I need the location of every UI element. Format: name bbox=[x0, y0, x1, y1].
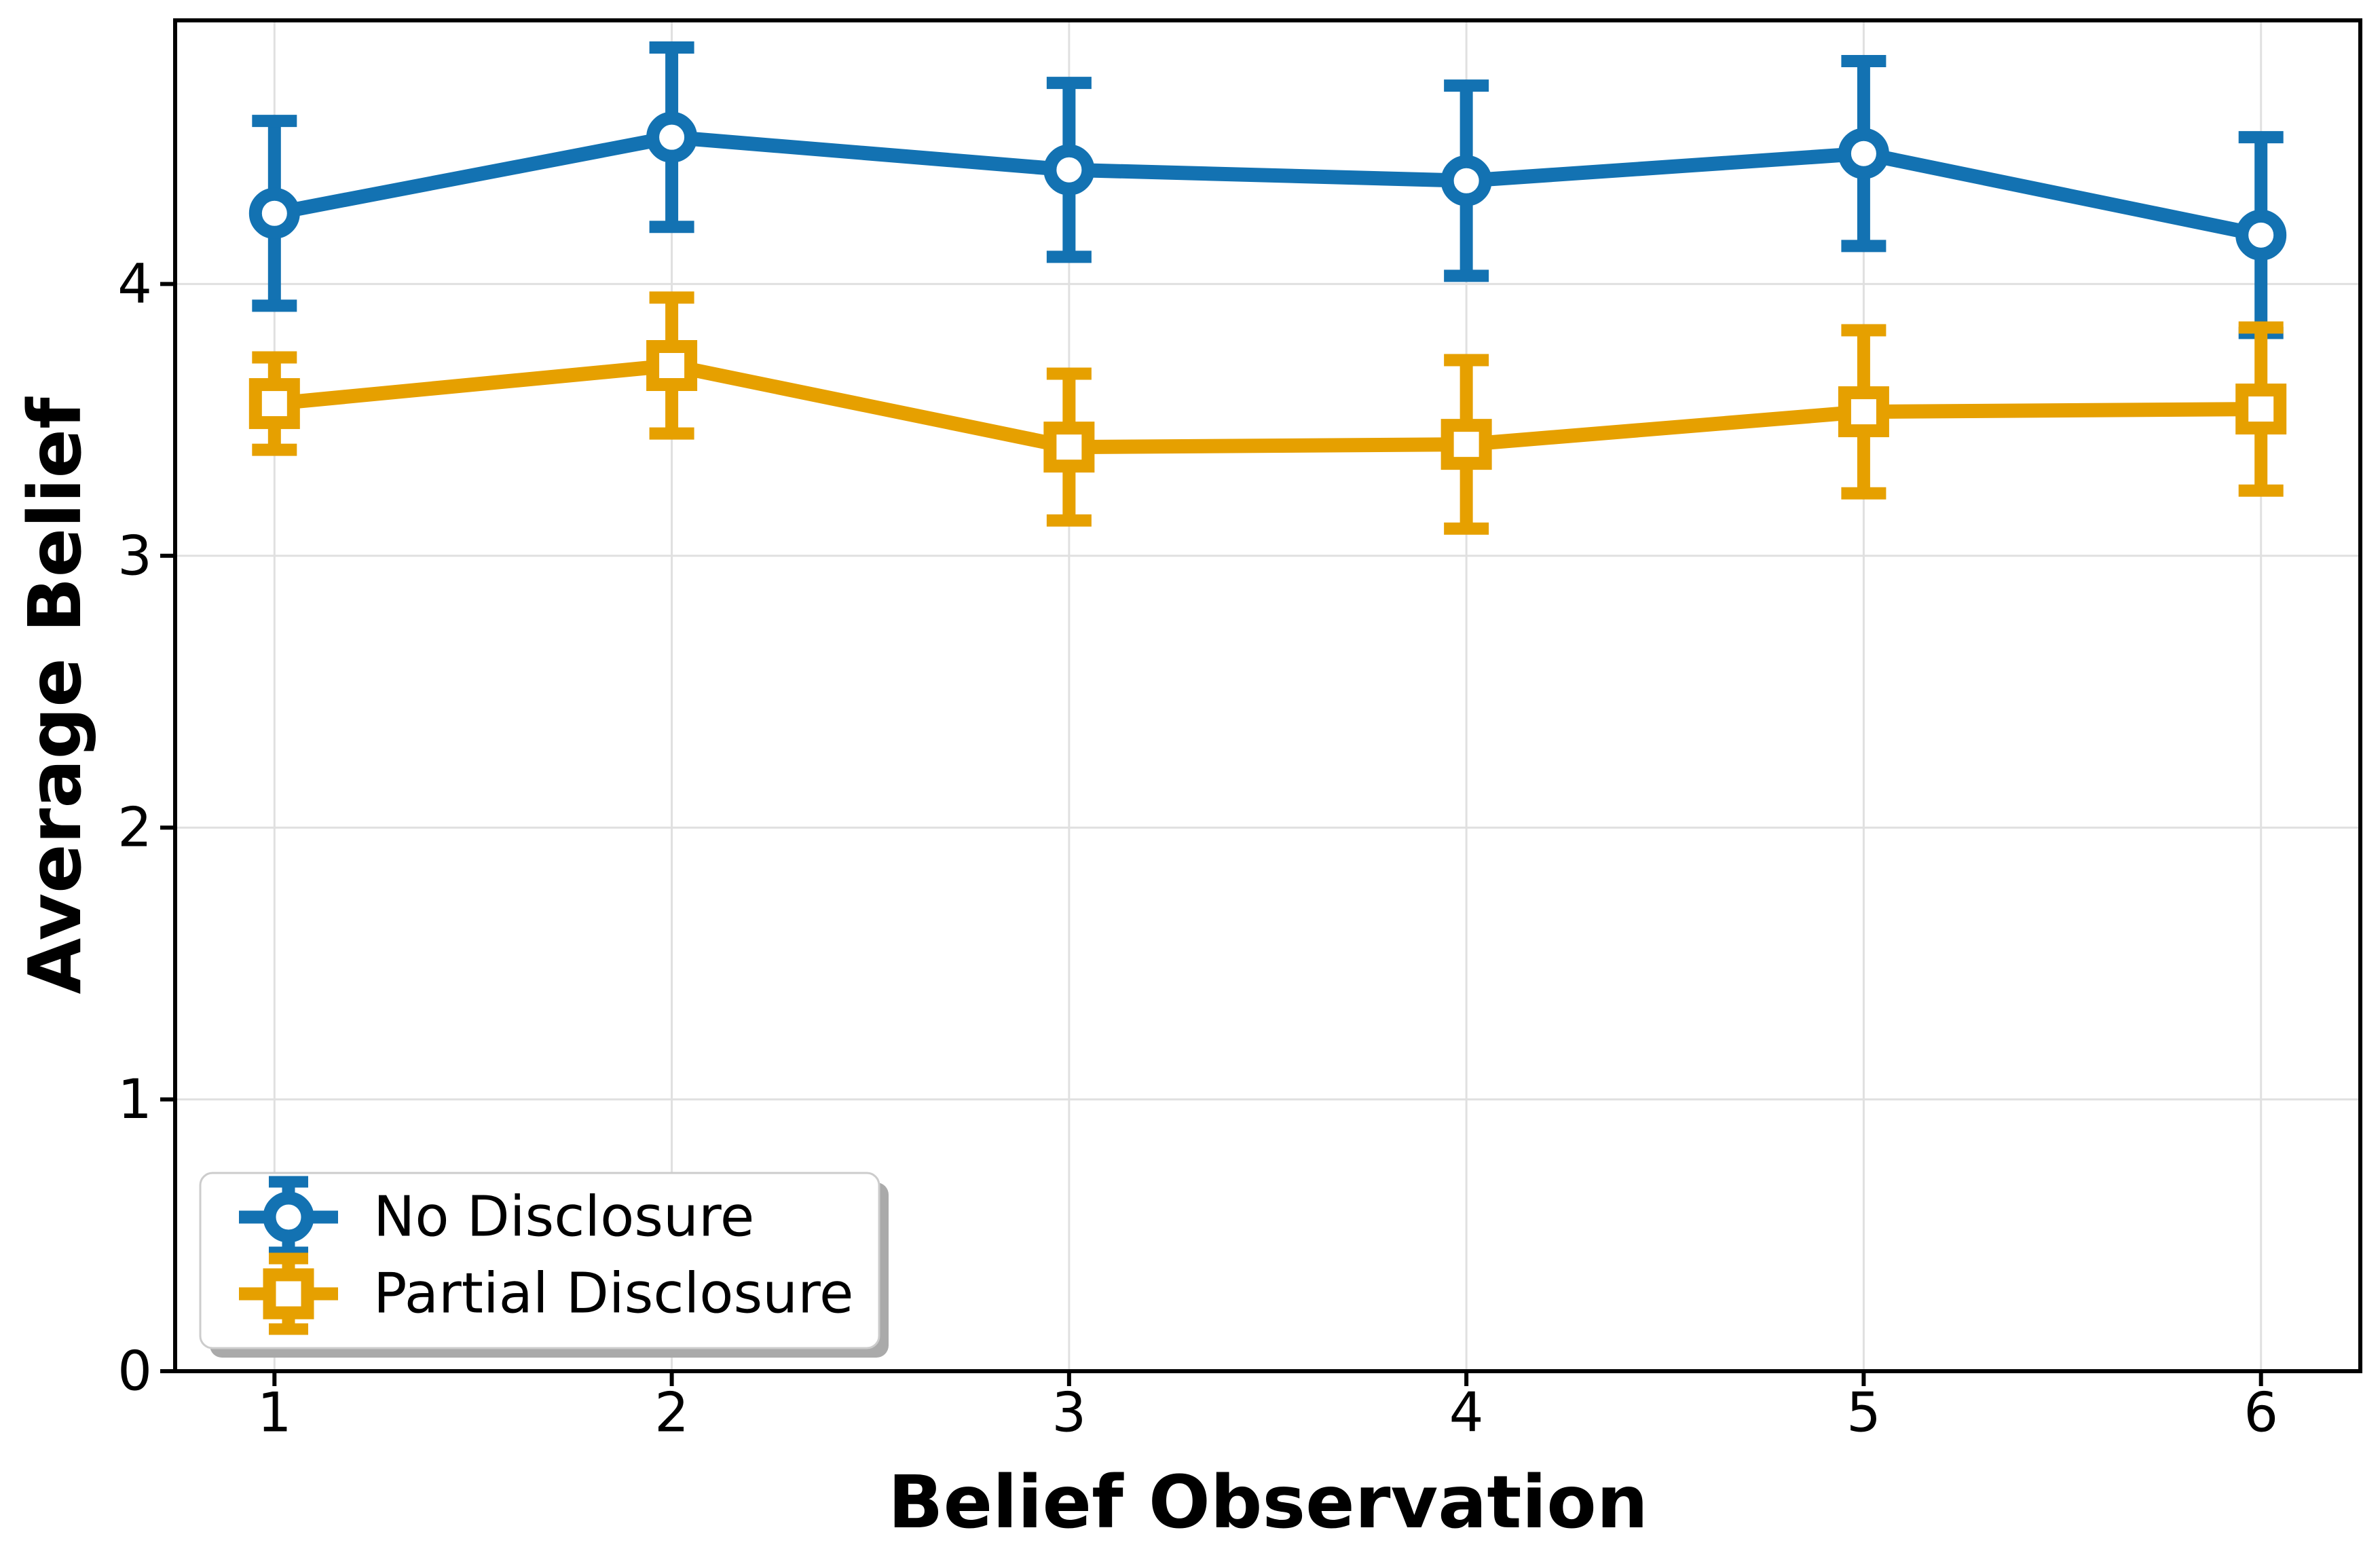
data-point-square bbox=[1838, 386, 1889, 438]
axes-layer bbox=[160, 18, 2362, 1386]
legend-label-no-disclosure: No Disclosure bbox=[373, 1185, 754, 1250]
series-partial-disclosure bbox=[248, 291, 2287, 535]
series-line bbox=[273, 130, 2263, 242]
data-point-circle bbox=[1838, 128, 1889, 179]
legend-box bbox=[199, 1172, 880, 1349]
y-axis-title: Average Belief bbox=[14, 396, 98, 994]
errorbar-circle-sample-icon bbox=[239, 1176, 338, 1259]
data-point-circle bbox=[1440, 155, 1492, 206]
x-axis-title: Belief Observation bbox=[888, 1461, 1648, 1545]
data-point-square bbox=[2235, 384, 2287, 435]
y-tick-label: 1 bbox=[117, 1068, 152, 1131]
legend: No Disclosure Partial Disclosure bbox=[199, 1172, 889, 1358]
legend-label-partial-disclosure: Partial Disclosure bbox=[373, 1262, 854, 1326]
data-point-square bbox=[248, 378, 300, 430]
data-point-circle bbox=[248, 187, 300, 239]
data-series-layer bbox=[248, 41, 2287, 535]
y-tick-label: 0 bbox=[117, 1340, 152, 1403]
tick-labels-layer: 1 2 3 4 5 6 0 1 2 3 4 bbox=[117, 253, 2278, 1444]
legend-entry-no-disclosure: No Disclosure bbox=[239, 1176, 754, 1259]
x-tick-label: 1 bbox=[257, 1381, 292, 1444]
legend-entry-partial-disclosure: Partial Disclosure bbox=[239, 1252, 854, 1335]
data-point-circle bbox=[2235, 209, 2287, 261]
series-no-disclosure bbox=[248, 41, 2287, 339]
data-point-circle bbox=[646, 111, 698, 163]
y-tick-label: 3 bbox=[117, 524, 152, 587]
data-point-circle bbox=[1043, 144, 1095, 195]
x-tick-label: 5 bbox=[1846, 1381, 1881, 1444]
y-tick-label: 2 bbox=[117, 796, 152, 859]
data-point-square bbox=[1440, 419, 1492, 470]
x-tick-label: 3 bbox=[1052, 1381, 1086, 1444]
x-tick-label: 2 bbox=[654, 1381, 689, 1444]
x-tick-label: 4 bbox=[1449, 1381, 1484, 1444]
x-tick-label: 6 bbox=[2244, 1381, 2278, 1444]
errorbar-square-sample-icon bbox=[239, 1252, 338, 1335]
plot-border bbox=[173, 18, 2362, 1373]
data-point-square bbox=[646, 340, 698, 392]
data-point-square bbox=[1043, 422, 1095, 473]
gridlines bbox=[175, 20, 2360, 1373]
series-line bbox=[274, 358, 2261, 455]
y-tick-label: 4 bbox=[117, 253, 152, 316]
